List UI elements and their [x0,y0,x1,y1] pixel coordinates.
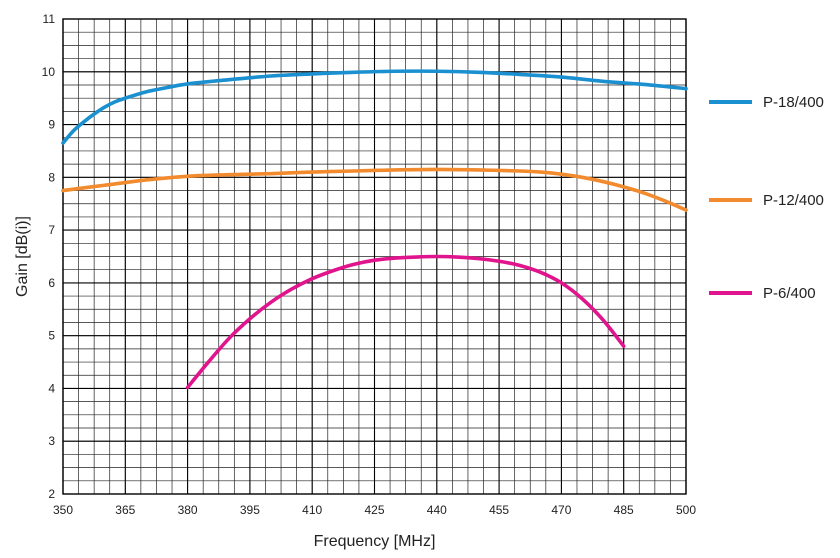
x-tick-label: 350 [53,503,73,517]
series-line-p-18-400 [61,69,688,145]
series-line-p-12-400 [61,167,688,212]
plot-frame [62,18,687,495]
x-tick-label: 485 [614,503,634,517]
x-tick-label: 425 [364,503,384,517]
legend-label-p-18-400: P-18/400 [763,94,824,111]
y-tick-label: 8 [48,170,55,184]
y-tick-label: 2 [48,487,55,501]
y-tick-label: 6 [48,276,55,290]
legend-label-p-12-400: P-12/400 [763,192,824,209]
x-tick-label: 410 [302,503,322,517]
x-tick-label: 440 [427,503,447,517]
x-tick-label: 395 [240,503,260,517]
y-tick-label: 10 [42,65,56,79]
legend: P-18/400 P-12/400 P-6/400 [709,94,824,302]
y-axis-title: Gain [dB(i)] [14,216,31,297]
series-lines [61,69,688,390]
y-tick-label: 4 [48,381,55,395]
x-tick-label: 455 [489,503,509,517]
x-tick-label: 365 [115,503,135,517]
y-tick-label: 11 [43,12,56,26]
y-axis-ticks: 2 3 4 5 6 7 8 9 10 11 [42,12,56,501]
y-tick-label: 9 [48,118,55,132]
x-axis-ticks: 350 365 380 395 410 425 440 455 470 485 500 [53,503,696,517]
x-tick-label: 380 [178,503,198,517]
x-axis-title: Frequency [MHz] [314,533,436,550]
x-tick-label: 500 [676,503,696,517]
y-tick-label: 3 [48,434,55,448]
y-tick-label: 7 [48,223,55,237]
series-line-p-6-400 [185,254,626,390]
x-tick-label: 470 [551,503,571,517]
y-tick-label: 5 [48,329,55,343]
legend-label-p-6-400: P-6/400 [763,285,816,302]
